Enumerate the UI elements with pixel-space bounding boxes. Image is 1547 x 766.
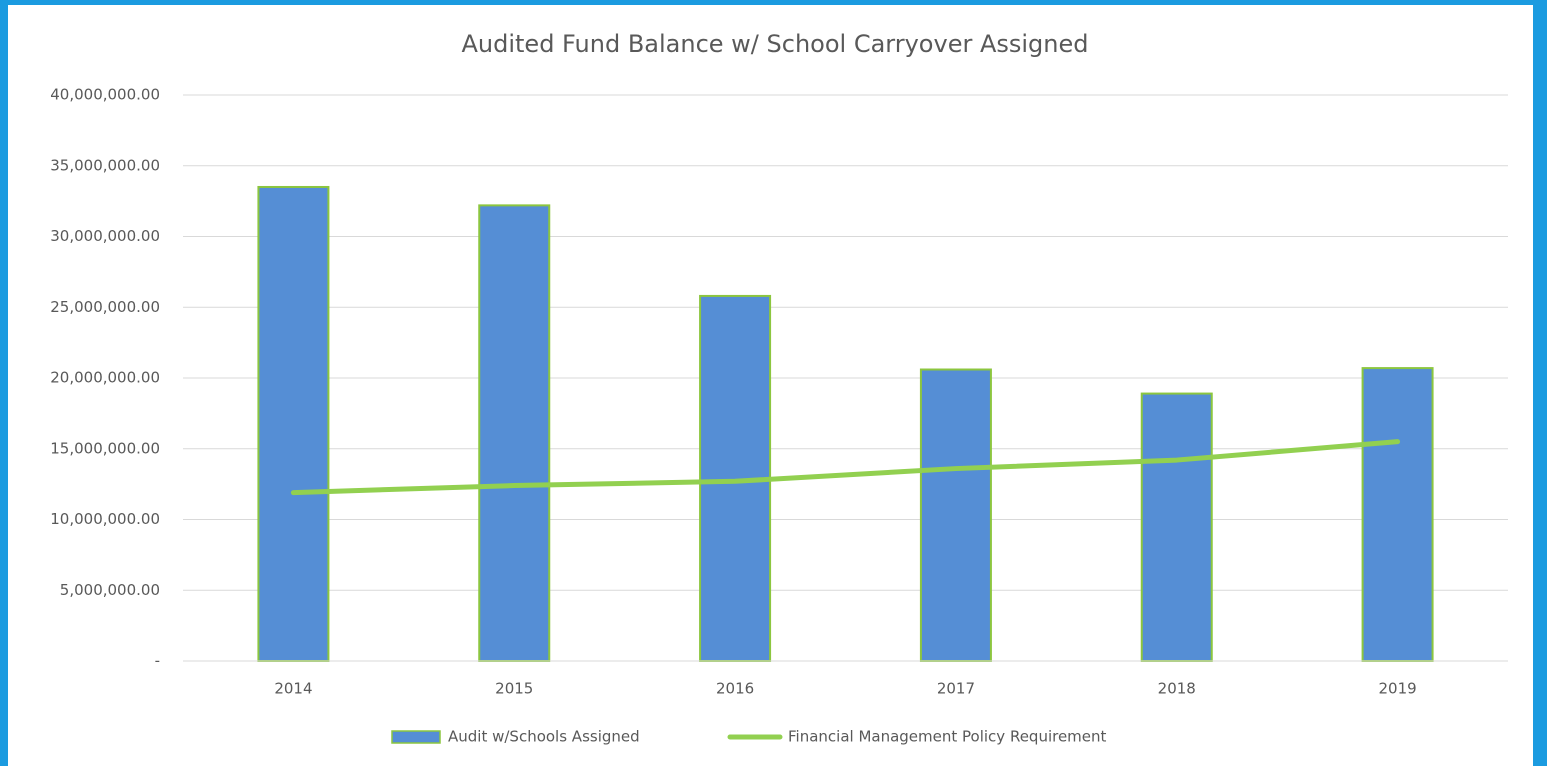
y-tick-label: 15,000,000.00 (50, 439, 160, 457)
legend-label: Financial Management Policy Requirement (788, 728, 1107, 746)
y-tick-label: - (155, 652, 160, 670)
x-tick-label: 2017 (937, 680, 975, 698)
line (290, 439, 1401, 496)
legend-swatch (391, 730, 441, 744)
y-tick-label: 25,000,000.00 (50, 298, 160, 316)
legend-label: Audit w/Schools Assigned (448, 728, 640, 746)
bar (919, 368, 992, 662)
x-tick-label: 2014 (274, 680, 312, 698)
x-tick-label: 2016 (716, 680, 754, 698)
y-tick-label: 5,000,000.00 (60, 581, 160, 599)
bar (1140, 392, 1213, 662)
x-tick-label: 2019 (1378, 680, 1416, 698)
y-tick-label: 35,000,000.00 (50, 156, 160, 174)
y-tick-label: 40,000,000.00 (50, 86, 160, 104)
x-tick-label: 2018 (1158, 680, 1196, 698)
bar (1361, 367, 1434, 662)
chart-title: Audited Fund Balance w/ School Carryover… (461, 30, 1088, 58)
y-tick-label: 30,000,000.00 (50, 227, 160, 245)
y-tick-label: 20,000,000.00 (50, 369, 160, 387)
bar (478, 204, 551, 662)
x-tick-label: 2015 (495, 680, 533, 698)
y-tick-label: 10,000,000.00 (50, 510, 160, 528)
bar (257, 185, 330, 662)
